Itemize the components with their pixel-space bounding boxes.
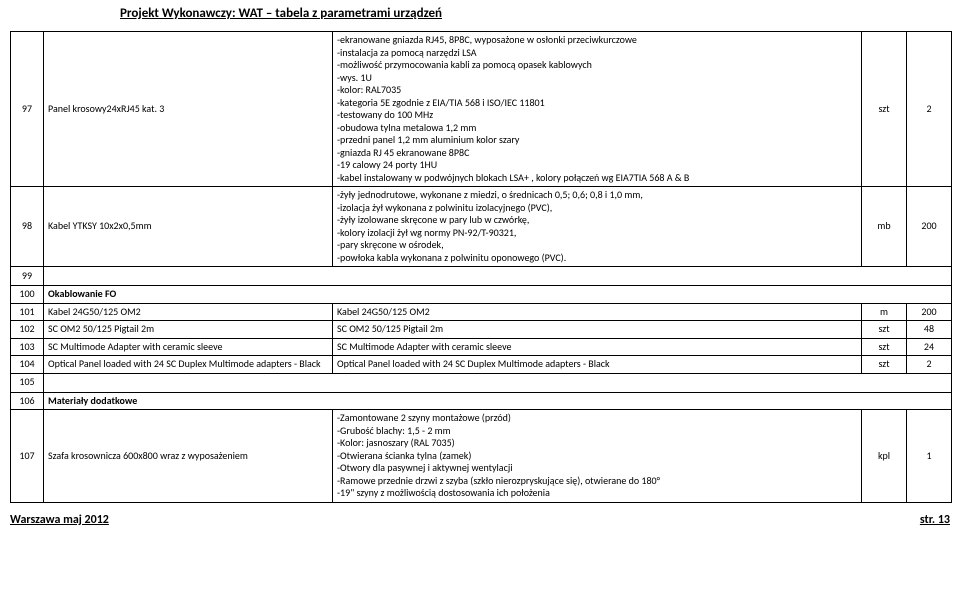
item-name: SC OM2 50/125 Pigtail 2m — [44, 321, 333, 339]
row-number: 102 — [11, 321, 44, 339]
item-unit: mb — [862, 187, 907, 267]
blank-cell — [44, 373, 952, 392]
table-row: 102SC OM2 50/125 Pigtail 2mSC OM2 50/125… — [11, 321, 952, 339]
item-description: Kabel 24G50/125 OM2 — [333, 303, 862, 321]
table-row: 107Szafa krosownicza 600x800 wraz z wypo… — [11, 410, 952, 503]
section-header: Okablowanie FO — [44, 286, 952, 304]
table-row: 106Materiały dodatkowe — [11, 392, 952, 410]
item-qty: 2 — [907, 356, 952, 374]
item-name: Kabel YTKSY 10x2x0,5mm — [44, 187, 333, 267]
table-row: 97Panel krosowy24xRJ45 kat. 3-ekranowane… — [11, 32, 952, 187]
table-row: 105 — [11, 373, 952, 392]
item-name: Szafa krosownicza 600x800 wraz z wyposaż… — [44, 410, 333, 503]
footer-left: Warszawa maj 2012 — [10, 513, 109, 527]
page-title: Projekt Wykonawczy: WAT – tabela z param… — [120, 6, 960, 21]
item-qty: 200 — [907, 187, 952, 267]
row-number: 97 — [11, 32, 44, 187]
item-description: Optical Panel loaded with 24 SC Duplex M… — [333, 356, 862, 374]
item-description: -żyły jednodrutowe, wykonane z miedzi, o… — [333, 187, 862, 267]
item-name: SC Multimode Adapter with ceramic sleeve — [44, 338, 333, 356]
blank-cell — [44, 267, 952, 286]
item-name: Kabel 24G50/125 OM2 — [44, 303, 333, 321]
row-number: 105 — [11, 373, 44, 392]
row-number: 106 — [11, 392, 44, 410]
item-qty: 24 — [907, 338, 952, 356]
parameters-table: 97Panel krosowy24xRJ45 kat. 3-ekranowane… — [10, 31, 952, 503]
item-name: Panel krosowy24xRJ45 kat. 3 — [44, 32, 333, 187]
row-number: 103 — [11, 338, 44, 356]
row-number: 98 — [11, 187, 44, 267]
item-description: -Zamontowane 2 szyny montażowe (przód) -… — [333, 410, 862, 503]
table-row: 104Optical Panel loaded with 24 SC Duple… — [11, 356, 952, 374]
item-unit: szt — [862, 356, 907, 374]
item-qty: 1 — [907, 410, 952, 503]
table-row: 100Okablowanie FO — [11, 286, 952, 304]
item-qty: 2 — [907, 32, 952, 187]
item-unit: szt — [862, 321, 907, 339]
item-qty: 200 — [907, 303, 952, 321]
item-qty: 48 — [907, 321, 952, 339]
item-unit: kpl — [862, 410, 907, 503]
item-unit: szt — [862, 338, 907, 356]
row-number: 100 — [11, 286, 44, 304]
item-name: Optical Panel loaded with 24 SC Duplex M… — [44, 356, 333, 374]
table-row: 101Kabel 24G50/125 OM2Kabel 24G50/125 OM… — [11, 303, 952, 321]
row-number: 107 — [11, 410, 44, 503]
row-number: 99 — [11, 267, 44, 286]
item-unit: m — [862, 303, 907, 321]
table-row: 99 — [11, 267, 952, 286]
item-description: -ekranowane gniazda RJ45, 8P8C, wyposażo… — [333, 32, 862, 187]
row-number: 104 — [11, 356, 44, 374]
table-row: 98Kabel YTKSY 10x2x0,5mm-żyły jednodruto… — [11, 187, 952, 267]
footer-right: str. 13 — [920, 513, 950, 527]
item-description: SC OM2 50/125 Pigtail 2m — [333, 321, 862, 339]
table-row: 103SC Multimode Adapter with ceramic sle… — [11, 338, 952, 356]
item-unit: szt — [862, 32, 907, 187]
item-description: SC Multimode Adapter with ceramic sleeve — [333, 338, 862, 356]
section-header: Materiały dodatkowe — [44, 392, 952, 410]
row-number: 101 — [11, 303, 44, 321]
